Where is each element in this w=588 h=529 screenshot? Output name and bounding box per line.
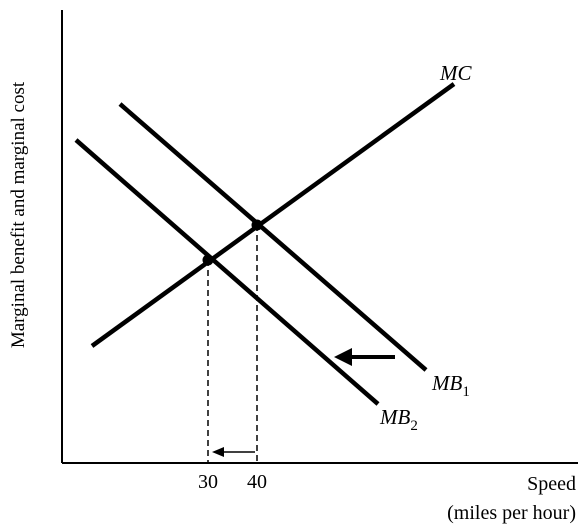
- series-label-mc: MC: [439, 61, 472, 85]
- series-line-mc: [90, 82, 456, 348]
- x-axis-label: Speed: [527, 473, 576, 495]
- series-line-mb2: [74, 138, 380, 406]
- speed-change-arrow: [212, 447, 255, 457]
- equilibrium-point-mb2: [202, 254, 214, 266]
- series-line-mb1: [118, 102, 428, 372]
- series-label-mb2: MB2: [379, 405, 418, 434]
- x-tick-label-40: 40: [247, 471, 267, 493]
- x-tick-label-30: 30: [198, 471, 218, 493]
- y-axis-label: Marginal benefit and marginal cost: [8, 81, 29, 348]
- series-label-mb1: MB1: [431, 371, 470, 400]
- equilibrium-point-mb1: [251, 219, 263, 231]
- x-axis-unit-label: (miles per hour): [447, 502, 576, 524]
- shift-arrow: [334, 348, 395, 366]
